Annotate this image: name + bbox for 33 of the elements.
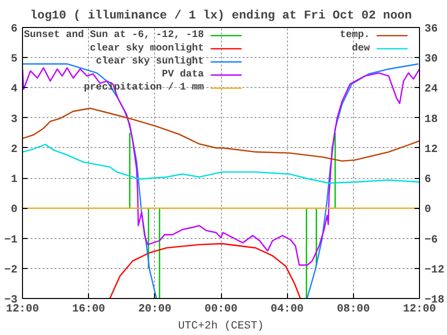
chart-title: log10 ( illuminance / 1 lx) ending at Fri Oct 02 noon	[30, 8, 412, 22]
y-tick-label: 0	[10, 204, 18, 216]
y2-tick-label: 24	[424, 84, 438, 96]
x-tick-label: 12:00	[6, 304, 40, 316]
legend-label: clear sky sunlight	[96, 55, 204, 68]
y-tick-label: −2	[4, 264, 18, 276]
legend-label: PV data	[162, 68, 204, 81]
y2-tick-label: 0	[424, 204, 432, 216]
y2-tick-label: 30	[424, 54, 438, 66]
y-tick-label: 5	[10, 54, 18, 66]
y2-tick-label: 12	[424, 144, 438, 156]
y-tick-label: 6	[10, 24, 18, 36]
x-axis-title: UTC+2h (CEST)	[178, 320, 264, 332]
y2-tick-label: −12	[424, 264, 444, 276]
y2-tick-label: −6	[424, 234, 438, 246]
legend-label: Sunset and Sun at -6, -12, -18	[24, 29, 204, 42]
y2-tick-label: 18	[424, 114, 438, 126]
y-tick-label: 4	[10, 84, 18, 96]
y-tick-label: −1	[4, 234, 18, 246]
y2-tick-label: 6	[424, 174, 432, 186]
y2-tick-label: 36	[424, 24, 438, 36]
x-tick-label: 04:00	[270, 304, 304, 316]
x-tick-label: 08:00	[336, 304, 370, 316]
legend-label: dew	[352, 42, 370, 54]
y-tick-label: 3	[10, 114, 18, 126]
y-tick-label: 1	[10, 174, 18, 186]
x-tick-label: 00:00	[204, 304, 238, 316]
legend-label: clear sky moonlight	[90, 42, 204, 54]
y-tick-label: 2	[10, 144, 18, 156]
x-tick-label: 12:00	[402, 304, 436, 316]
x-tick-label: 16:00	[72, 304, 106, 316]
legend-label: temp.	[340, 30, 370, 42]
x-tick-label: 20:00	[138, 304, 172, 316]
